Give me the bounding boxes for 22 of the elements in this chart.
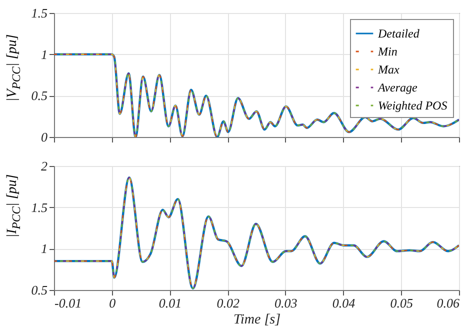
x-tick-label: 0.05 (390, 296, 414, 310)
legend-label: Average (377, 80, 418, 94)
y-tick-label: 1 (41, 241, 48, 256)
x-tick-label: 0.04 (332, 296, 356, 310)
x-tick-label: 0 (109, 296, 116, 310)
y-tick-label: 0.5 (31, 282, 48, 298)
legend-label: Max (377, 62, 400, 76)
legend-label: Min (377, 44, 398, 58)
y-tick-label: 0 (41, 130, 48, 144)
x-tick-label: -0.01 (54, 296, 82, 310)
x-axis-title: Time [s] (233, 312, 281, 328)
legend-label: Detailed (377, 26, 420, 40)
y-tick-label: 1 (41, 46, 48, 62)
x-tick-label: 0.06 (436, 296, 460, 310)
x-tick-label: 0.03 (274, 296, 298, 310)
y-tick-label: 1.5 (31, 6, 48, 20)
x-tick-label: 0.01 (158, 296, 182, 310)
legend-label: Weighted POS (378, 98, 448, 112)
y-tick-label: 1.5 (31, 200, 48, 215)
x-tick-label: 0.02 (216, 296, 240, 310)
y-tick-label: 2 (41, 158, 48, 174)
y-tick-label: 0.5 (31, 88, 48, 104)
